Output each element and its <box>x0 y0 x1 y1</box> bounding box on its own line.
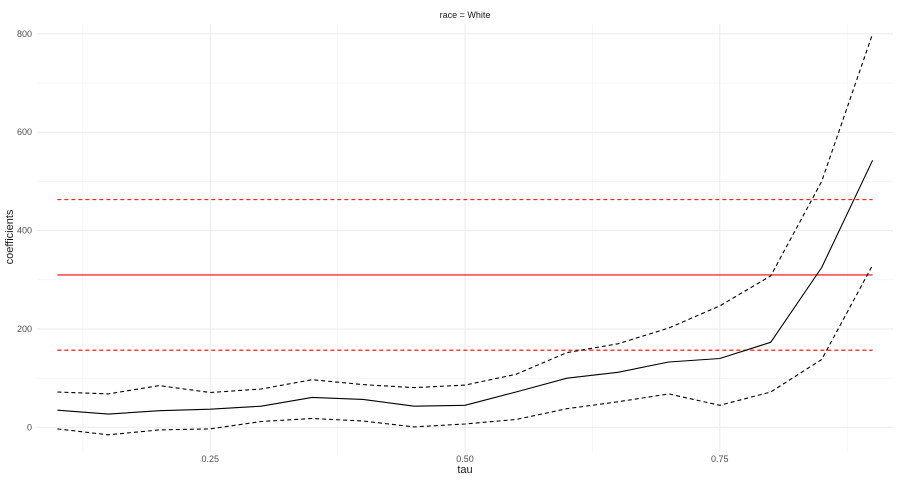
x-tick-label: 0.25 <box>201 454 219 464</box>
x-axis-title: tau <box>457 464 472 476</box>
y-tick-label: 800 <box>17 29 32 39</box>
reference-lines <box>57 199 873 351</box>
y-tick-label: 600 <box>17 127 32 137</box>
lower-ci-line <box>57 264 874 436</box>
x-axis-ticks: 0.25 0.50 0.75 <box>201 454 728 464</box>
gridlines <box>37 24 893 452</box>
series-lines <box>57 33 874 436</box>
estimate-line <box>57 160 874 415</box>
y-tick-label: 400 <box>17 226 32 236</box>
y-axis-title: coefficients <box>4 209 16 264</box>
y-tick-label: 0 <box>27 422 32 432</box>
x-tick-label: 0.75 <box>711 454 729 464</box>
upper-ci-line <box>57 33 874 395</box>
facet-strip-label: race = White <box>440 10 491 20</box>
x-tick-label: 0.50 <box>456 454 474 464</box>
y-axis-ticks: 0 200 400 600 800 <box>17 29 32 433</box>
y-tick-label: 200 <box>17 324 32 334</box>
